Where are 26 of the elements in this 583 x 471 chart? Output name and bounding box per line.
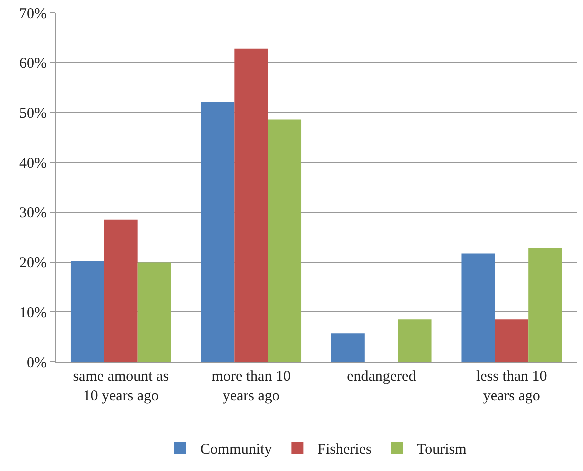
bar [70,261,104,362]
y-tick-label: 20% [20,256,47,272]
bar [234,48,268,362]
legend-label: Community [200,442,273,458]
bar [528,248,562,362]
y-tick-label: 60% [20,56,47,72]
y-tick-label: 40% [20,156,47,172]
bar [138,262,172,362]
y-tick-label: 50% [20,106,47,122]
x-tick-label: less than 10 years ago [476,369,548,404]
y-tick-label: 10% [20,305,47,322]
bar [462,254,496,362]
x-tick-label: more than 10 years ago [212,369,291,404]
bar [495,320,529,362]
bar [268,120,302,362]
x-tick-label: same amount as 10 years ago [73,369,170,404]
y-tick-label: 0% [27,355,47,372]
x-tick-label: endangered [347,369,417,385]
legend-label: Fisheries [318,442,372,458]
bar [104,220,138,362]
legend-label: Tourism [417,442,468,458]
bar [201,102,235,362]
y-tick-label: 30% [20,206,47,222]
y-tick-label: 70% [20,6,47,22]
bar [331,334,365,362]
bar [398,320,432,362]
